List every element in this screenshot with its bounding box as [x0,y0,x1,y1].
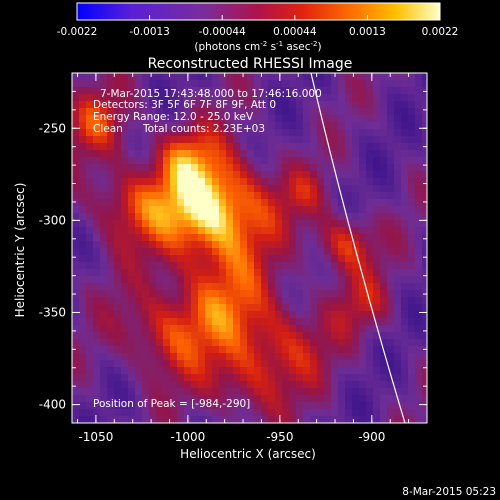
y-axis-label: Heliocentric Y (arcsec) [13,183,27,318]
colorbar-gradient [76,2,441,21]
solar-limb [310,73,406,423]
detectors-text: Detectors: 3F 5F 6F 7F 8F 9F, Att 0 [93,99,276,111]
y-tick-label: -250 [39,121,66,135]
time-range-text: 7-Mar-2015 17:43:48.000 to 17:46:16.000 [100,88,322,100]
x-axis-label: Heliocentric X (arcsec) [180,447,316,461]
peak-position-text: Position of Peak = [-984,-290] [93,398,250,410]
colorbar-tick-label: -0.0022 [57,26,98,38]
x-tick-label: -1050 [78,430,113,444]
colorbar-tick-label: 0.0013 [349,26,386,38]
colorbar-tick-label: -0.00044 [199,26,247,38]
plot-frame [71,72,428,424]
colorbar-tick-label: -0.0013 [129,26,170,38]
energy-range-text: Energy Range: 12.0 - 25.0 keV [93,111,254,123]
y-tick-label: -350 [39,305,66,319]
colorbar-units: (photons cm-2 s-1 asec-2) [194,40,321,53]
colorbar: -0.0022 -0.0013 -0.00044 0.00044 0.0013 0.002… [57,2,459,53]
x-tick-label: -1000 [170,430,205,444]
x-tick-label: -900 [358,430,385,444]
y-tick-label: -300 [39,213,66,227]
timestamp: 8-Mar-2015 05:23 [402,486,496,498]
colorbar-tick-label: 0.00044 [273,26,317,38]
y-tick-label: -400 [39,398,66,412]
x-tick-label: -950 [266,430,293,444]
plot-title: Reconstructed RHESSI Image [148,56,353,72]
colorbar-ticks: -0.0022 -0.0013 -0.00044 0.00044 0.0013 0.002… [57,15,459,38]
annotation-block: 7-Mar-2015 17:43:48.000 to 17:46:16.000 … [93,88,322,410]
colorbar-tick-label: 0.0022 [422,26,459,38]
clean-text: Clean [93,123,123,135]
total-counts-text: Total counts: 2.23E+03 [142,123,265,135]
axis-ticks: -1050 -1000 -950 -900 -250 -300 -350 -400 [39,72,428,444]
heatmap-image [72,73,427,423]
